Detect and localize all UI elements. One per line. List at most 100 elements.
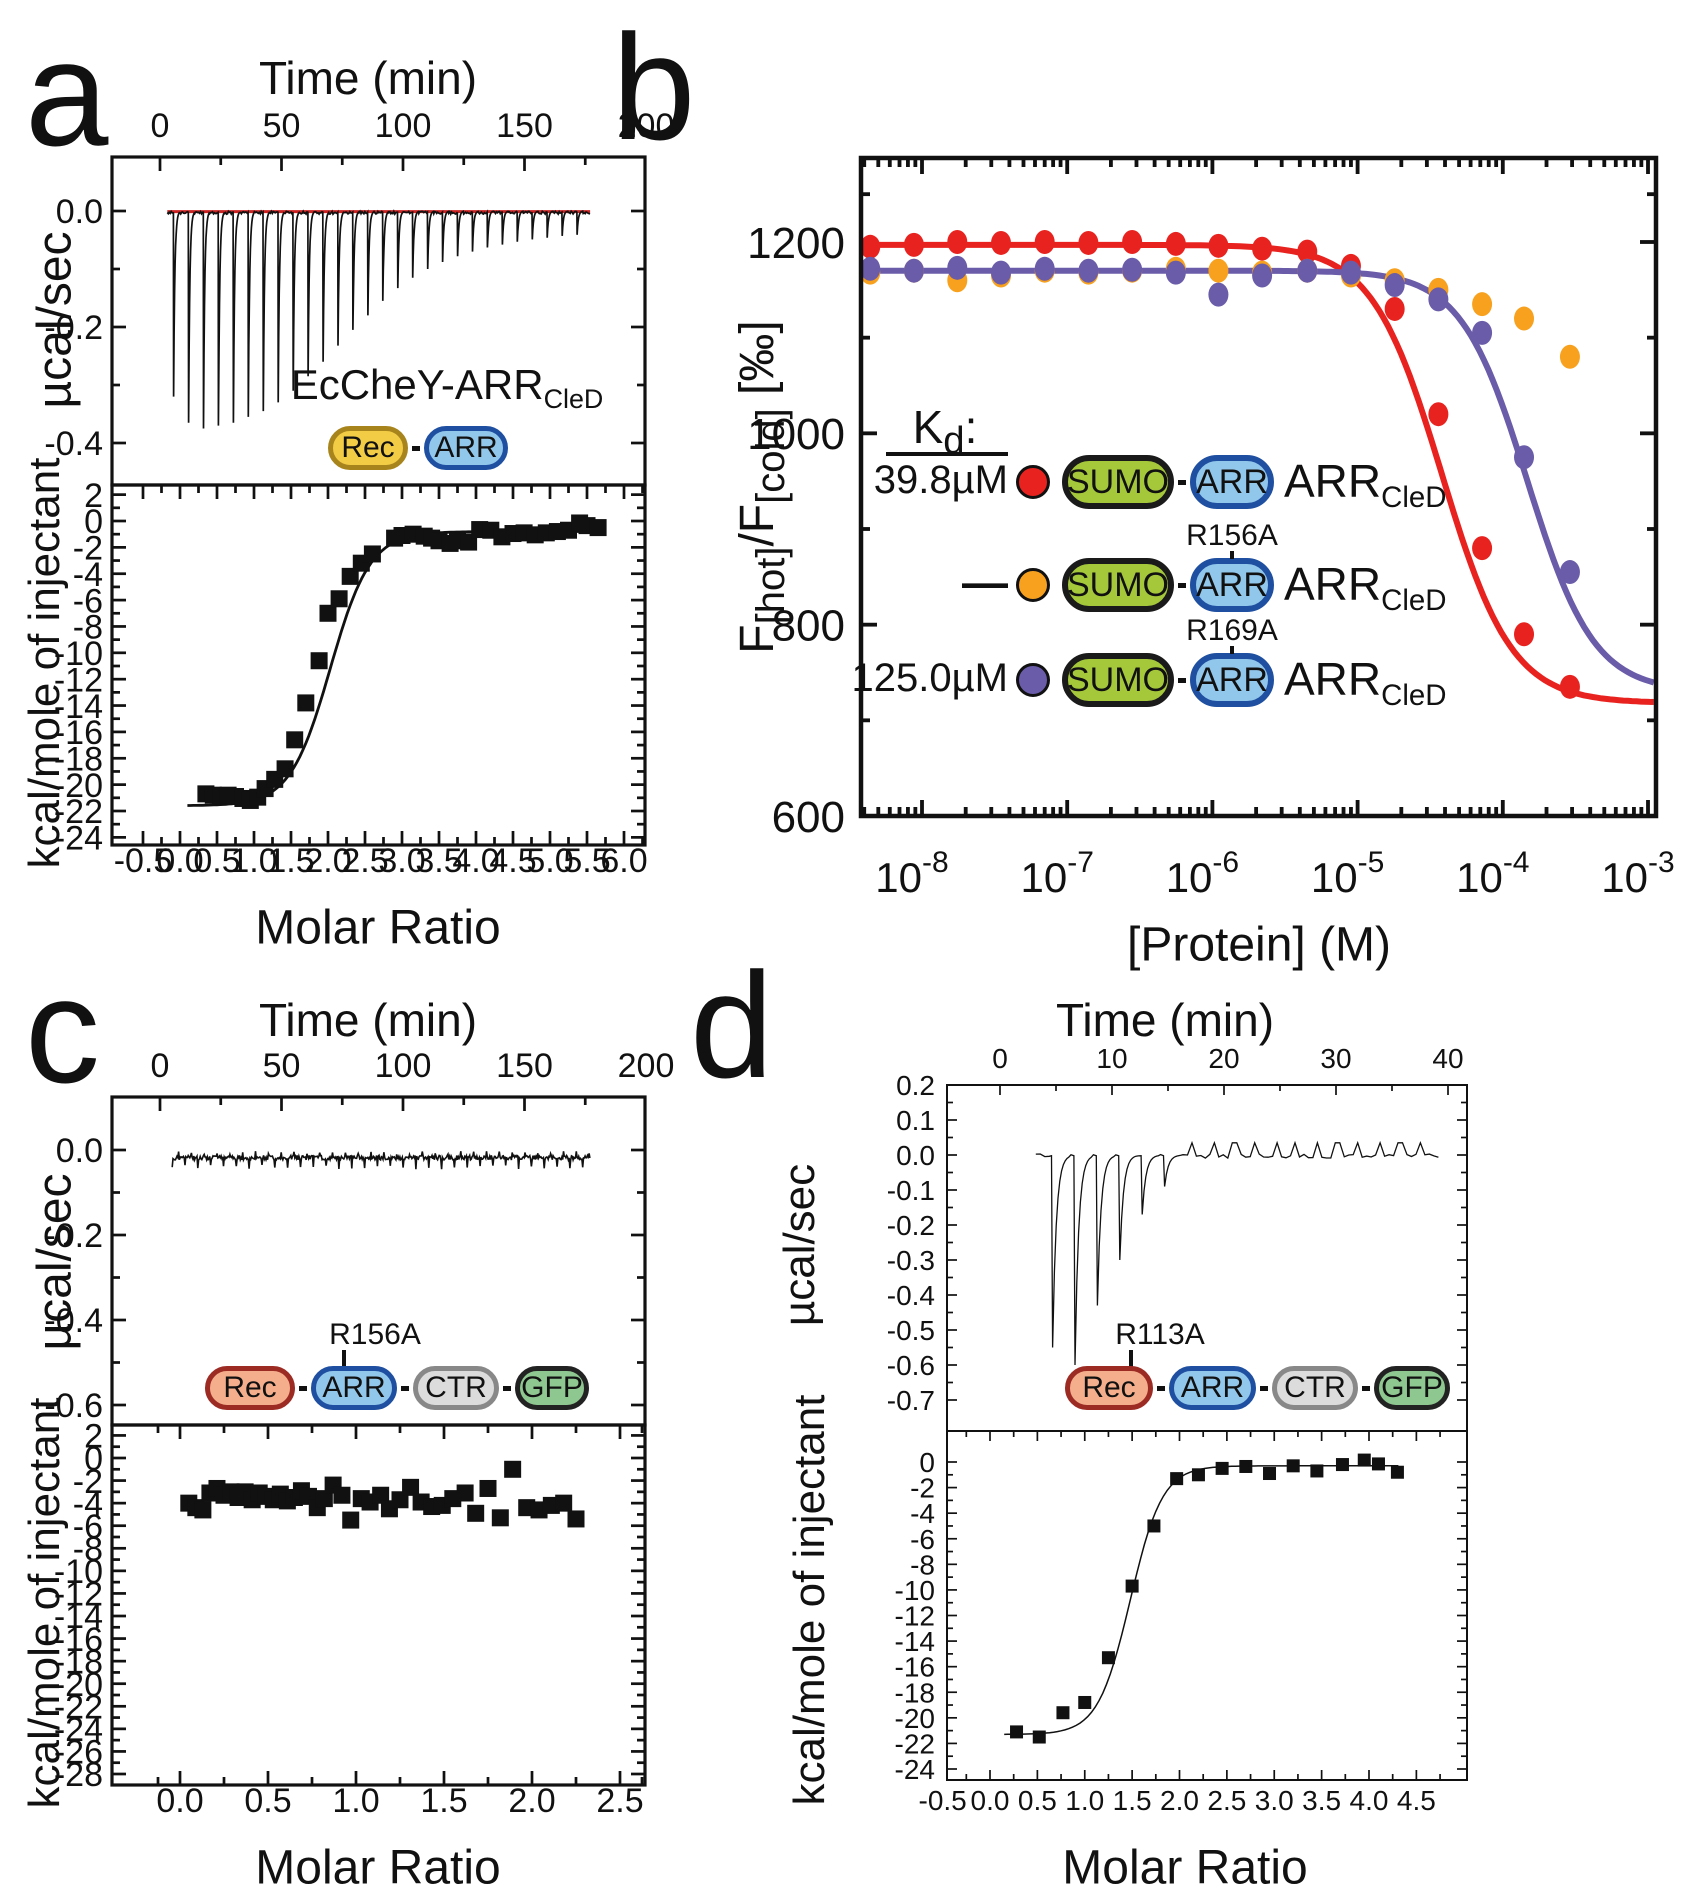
svg-text:-0.6: -0.6 bbox=[44, 1387, 103, 1425]
domain-label: ARR bbox=[1196, 462, 1268, 501]
rec-domain-pill: Rec bbox=[1065, 1366, 1153, 1410]
svg-text:6.0: 6.0 bbox=[600, 842, 647, 880]
domain-connector bbox=[1178, 582, 1186, 588]
panel-d-mutation-label: R113A bbox=[1115, 1318, 1205, 1351]
svg-text:100: 100 bbox=[375, 1047, 432, 1085]
svg-text:-12: -12 bbox=[54, 661, 103, 699]
svg-text:-8: -8 bbox=[73, 609, 103, 647]
series-construct-name: ARRCleD bbox=[1284, 455, 1447, 515]
svg-text:-22: -22 bbox=[895, 1728, 935, 1759]
sumo-arr-cartoon: SUMO ARR bbox=[1062, 653, 1274, 707]
legend-mutation-label: R156A bbox=[1186, 519, 1278, 552]
domain-connector bbox=[1362, 1385, 1370, 1391]
arr-domain-pill: ARR bbox=[424, 426, 508, 470]
svg-text:30: 30 bbox=[1320, 1043, 1351, 1074]
svg-text:-0.1: -0.1 bbox=[887, 1175, 935, 1206]
sumo-domain-pill: SUMO bbox=[1062, 455, 1174, 509]
svg-text:2: 2 bbox=[84, 1418, 103, 1456]
svg-text:10-6: 10-6 bbox=[1166, 846, 1239, 901]
svg-text:0: 0 bbox=[919, 1447, 935, 1478]
domain-label: SUMO bbox=[1067, 660, 1169, 699]
panel-b-y-axis-label: F[hot]/F[cold] [‰] bbox=[731, 320, 793, 654]
svg-text:0: 0 bbox=[84, 503, 103, 541]
svg-text:5.5: 5.5 bbox=[563, 842, 610, 880]
svg-text:0.0: 0.0 bbox=[56, 1132, 103, 1170]
svg-text:-24: -24 bbox=[895, 1754, 935, 1785]
svg-text:3.5: 3.5 bbox=[1302, 1785, 1341, 1816]
panel-b-protein-label: [Protein] (M) bbox=[1126, 918, 1392, 972]
domain-label: SUMO bbox=[1067, 565, 1169, 604]
svg-text:5.0: 5.0 bbox=[526, 842, 573, 880]
domain-label: CTR bbox=[1284, 1371, 1346, 1404]
svg-text:1000: 1000 bbox=[747, 410, 845, 459]
svg-text:2.0: 2.0 bbox=[508, 1782, 555, 1820]
gfp-domain-pill: GFP bbox=[515, 1366, 589, 1410]
sumo-domain-pill: SUMO bbox=[1062, 653, 1174, 707]
panel-d-time-title: Time (min) bbox=[1055, 994, 1275, 1046]
domain-connector bbox=[412, 445, 420, 451]
svg-text:50: 50 bbox=[263, 107, 301, 145]
sumo-domain-pill: SUMO bbox=[1062, 558, 1174, 612]
panel-c-flat-isotherm-chart: 0.0 0.5 1.0 1.5 2.0 2.5 20-2-4-6-8-10-12-14-16… bbox=[54, 1418, 647, 1820]
svg-text:-0.3: -0.3 bbox=[887, 1245, 935, 1276]
svg-text:2.0: 2.0 bbox=[1160, 1785, 1199, 1816]
svg-text:-16: -16 bbox=[54, 714, 103, 752]
svg-text:20: 20 bbox=[1208, 1043, 1239, 1074]
svg-text:0.0: 0.0 bbox=[896, 1140, 935, 1171]
domain-connector bbox=[401, 1385, 409, 1391]
svg-text:1.5: 1.5 bbox=[420, 1782, 467, 1820]
panel-c-time-title: Time (min) bbox=[258, 994, 478, 1046]
svg-text:-10: -10 bbox=[54, 1553, 103, 1591]
svg-text:2.5: 2.5 bbox=[596, 1782, 643, 1820]
domain-label: Rec bbox=[223, 1371, 277, 1404]
svg-text:1.5: 1.5 bbox=[267, 842, 314, 880]
svg-text:0: 0 bbox=[84, 1440, 103, 1478]
domain-label: CTR bbox=[425, 1371, 487, 1404]
panel-a-time-title: Time (min) bbox=[258, 52, 478, 104]
svg-text:-8: -8 bbox=[73, 1531, 103, 1569]
arr-domain-pill: ARR bbox=[1190, 558, 1274, 612]
svg-text:1.0: 1.0 bbox=[332, 1782, 379, 1820]
svg-text:-0.2: -0.2 bbox=[887, 1210, 935, 1241]
domain-label: ARR bbox=[1180, 1371, 1245, 1404]
svg-text:3.0: 3.0 bbox=[378, 842, 425, 880]
svg-text:10-5: 10-5 bbox=[1311, 846, 1384, 901]
panel-a-ucal-axis-label: µcal/sec bbox=[28, 231, 82, 409]
svg-text:-0.5: -0.5 bbox=[887, 1315, 935, 1346]
svg-text:-16: -16 bbox=[895, 1652, 935, 1683]
panel-a-thermogram-chart: 0 50 100 150 200 0.0 -0.2 -0.4 bbox=[44, 107, 674, 487]
svg-text:10-3: 10-3 bbox=[1601, 846, 1674, 901]
rec-arr-ctr-gfp-cartoon-d: Rec ARR CTR GFP bbox=[1065, 1366, 1450, 1410]
sumo-arr-cartoon: SUMO ARR bbox=[1062, 455, 1274, 509]
domain-connector bbox=[1260, 1385, 1268, 1391]
svg-text:-18: -18 bbox=[54, 741, 103, 779]
svg-text:-12: -12 bbox=[895, 1601, 935, 1632]
svg-text:-14: -14 bbox=[895, 1626, 935, 1657]
svg-text:-0.4: -0.4 bbox=[44, 1302, 103, 1340]
svg-text:1200: 1200 bbox=[747, 219, 845, 268]
rec-domain-pill: Rec bbox=[205, 1366, 295, 1410]
svg-text:-0.5: -0.5 bbox=[114, 842, 173, 880]
svg-text:0.1: 0.1 bbox=[896, 1105, 935, 1136]
svg-text:-6: -6 bbox=[910, 1524, 935, 1555]
panel-c-mutation-pointer bbox=[342, 1350, 346, 1367]
svg-text:-14: -14 bbox=[54, 1598, 103, 1636]
svg-text:-14: -14 bbox=[54, 688, 103, 726]
svg-text:0.0: 0.0 bbox=[971, 1785, 1010, 1816]
panel-c-thermogram-chart: 0 50 100 150 200 0.0 -0.2 -0.4 -0.6 bbox=[44, 1047, 674, 1427]
panel-d-molar-ratio-label: Molar Ratio bbox=[1062, 1841, 1308, 1895]
panel-c-letter: c bbox=[25, 946, 100, 1114]
svg-text:2.5: 2.5 bbox=[341, 842, 388, 880]
svg-text:100: 100 bbox=[375, 107, 432, 145]
svg-text:-0.2: -0.2 bbox=[44, 309, 103, 347]
svg-text:0.5: 0.5 bbox=[193, 842, 240, 880]
svg-text:-0.4: -0.4 bbox=[887, 1280, 935, 1311]
svg-text:1.5: 1.5 bbox=[1113, 1785, 1152, 1816]
panel-c-mutation-label: R156A bbox=[329, 1318, 421, 1351]
domain-label: GFP bbox=[1381, 1371, 1443, 1404]
svg-text:-8: -8 bbox=[910, 1549, 935, 1580]
domain-label: GFP bbox=[521, 1371, 583, 1404]
panel-c-kcal-axis-label: kcal/mole of injectant bbox=[20, 1397, 69, 1809]
